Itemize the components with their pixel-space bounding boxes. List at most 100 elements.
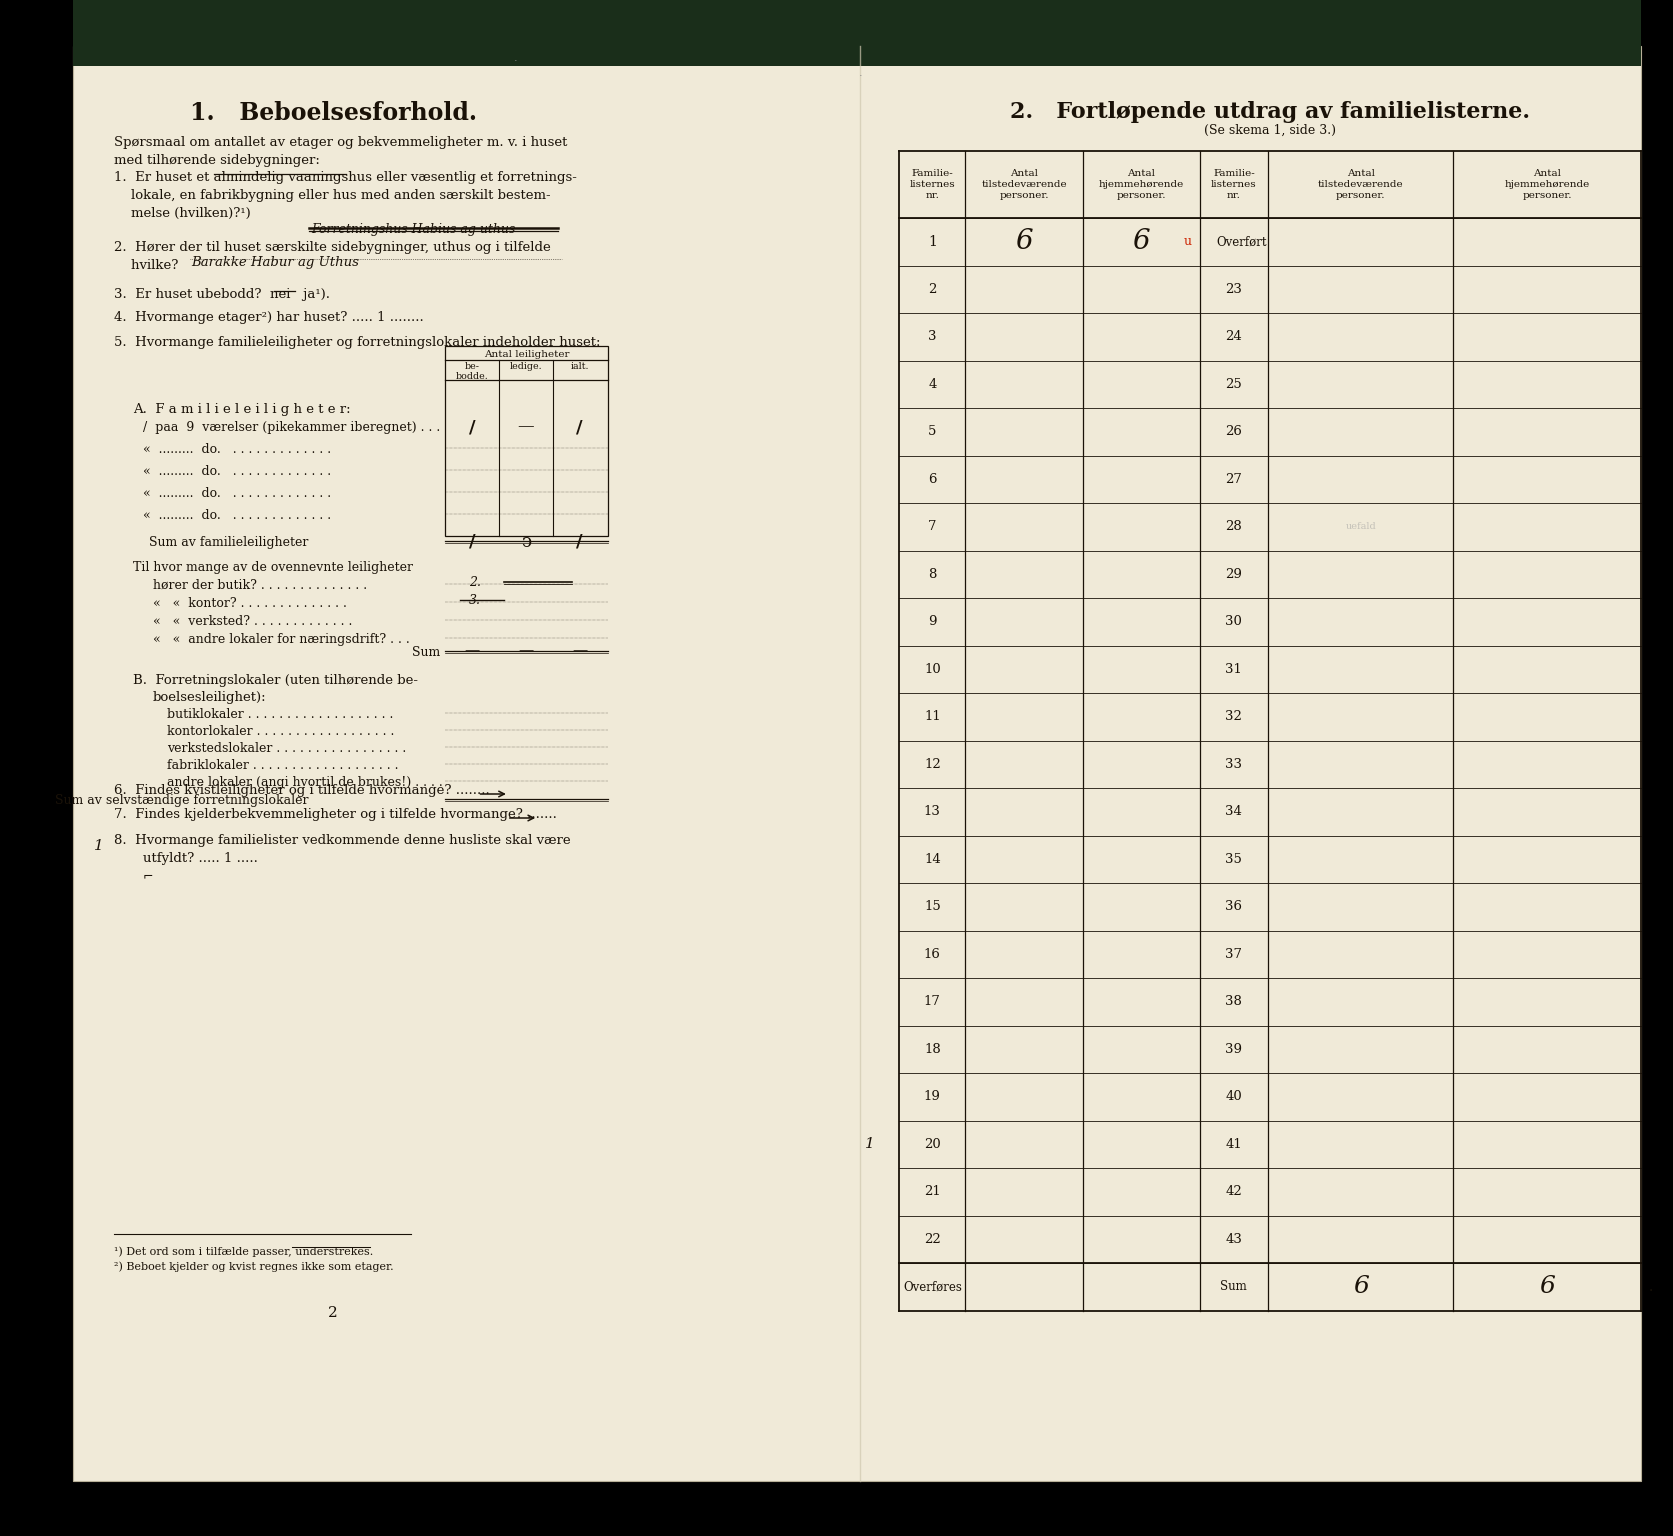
Text: Overføres: Overføres bbox=[903, 1279, 962, 1293]
Text: 2: 2 bbox=[328, 1306, 338, 1319]
Text: 25: 25 bbox=[1226, 378, 1243, 390]
Text: /  paa  9  værelser (pikekammer iberegnet) . . .: / paa 9 værelser (pikekammer iberegnet) … bbox=[142, 421, 440, 435]
Text: 2.  Hører der til huset særskilte sidebygninger, uthus og i tilfelde: 2. Hører der til huset særskilte sidebyg… bbox=[114, 241, 550, 253]
Text: 28: 28 bbox=[1226, 521, 1243, 533]
Text: 41: 41 bbox=[1226, 1138, 1243, 1150]
Text: 1: 1 bbox=[865, 1137, 875, 1152]
Text: 37: 37 bbox=[1225, 948, 1243, 960]
Text: —: — bbox=[517, 418, 534, 435]
Text: 1: 1 bbox=[929, 235, 937, 249]
Text: ledige.: ledige. bbox=[510, 362, 542, 372]
Text: fabriklokaler . . . . . . . . . . . . . . . . . . .: fabriklokaler . . . . . . . . . . . . . … bbox=[167, 759, 398, 773]
Text: ialt.: ialt. bbox=[570, 362, 589, 372]
Text: A.  F a m i l i e l e i l i g h e t e r:: A. F a m i l i e l e i l i g h e t e r: bbox=[134, 402, 351, 416]
Text: «  .........  do.   . . . . . . . . . . . . .: « ......... do. . . . . . . . . . . . . … bbox=[142, 487, 331, 501]
Text: ·: · bbox=[858, 71, 862, 81]
Text: 21: 21 bbox=[923, 1186, 940, 1198]
Text: 2.   Fortløpende utdrag av familielisterne.: 2. Fortløpende utdrag av familielisterne… bbox=[1010, 101, 1531, 123]
Text: «  .........  do.   . . . . . . . . . . . . .: « ......... do. . . . . . . . . . . . . … bbox=[142, 442, 331, 456]
Text: 8.  Hvormange familielister vedkommende denne husliste skal være: 8. Hvormange familielister vedkommende d… bbox=[114, 834, 570, 846]
Text: 27: 27 bbox=[1225, 473, 1243, 485]
Text: —: — bbox=[572, 644, 587, 657]
Text: 39: 39 bbox=[1225, 1043, 1243, 1055]
Text: Barakke Habur ag Uthus: Barakke Habur ag Uthus bbox=[192, 257, 360, 269]
Text: 14: 14 bbox=[923, 852, 940, 866]
Text: 34: 34 bbox=[1225, 805, 1243, 819]
Text: Antal
tilstedeværende
personer.: Antal tilstedeværende personer. bbox=[982, 169, 1067, 200]
Text: «  .........  do.   . . . . . . . . . . . . .: « ......... do. . . . . . . . . . . . . … bbox=[142, 465, 331, 478]
Text: /: / bbox=[576, 418, 582, 436]
Text: 6: 6 bbox=[1353, 1275, 1369, 1298]
Text: 3: 3 bbox=[929, 330, 937, 343]
Text: Overført: Overført bbox=[1216, 235, 1266, 249]
Text: 7: 7 bbox=[929, 521, 937, 533]
Text: ²) Beboet kjelder og kvist regnes ikke som etager.: ²) Beboet kjelder og kvist regnes ikke s… bbox=[114, 1261, 393, 1272]
Text: 17: 17 bbox=[923, 995, 940, 1008]
Text: 6.  Findes kvistleiligheter og i tilfelde hvormange? ........: 6. Findes kvistleiligheter og i tilfelde… bbox=[114, 783, 489, 797]
Text: 7.  Findes kjelderbekvemmeligheter og i tilfelde hvormange? .......: 7. Findes kjelderbekvemmeligheter og i t… bbox=[114, 808, 557, 822]
Text: 2: 2 bbox=[929, 283, 937, 296]
Text: butiklokaler . . . . . . . . . . . . . . . . . . .: butiklokaler . . . . . . . . . . . . . .… bbox=[167, 708, 393, 720]
Text: 12: 12 bbox=[923, 757, 940, 771]
Text: 18: 18 bbox=[923, 1043, 940, 1055]
Text: utfyldt? ..... 1 .....: utfyldt? ..... 1 ..... bbox=[142, 852, 258, 865]
Text: 5: 5 bbox=[929, 425, 937, 438]
Text: 35: 35 bbox=[1225, 852, 1243, 866]
Text: 4.  Hvormange etager²) har huset? ..... 1 ........: 4. Hvormange etager²) har huset? ..... 1… bbox=[114, 310, 423, 324]
Text: Spørsmaal om antallet av etager og bekvemmeligheter m. v. i huset: Spørsmaal om antallet av etager og bekve… bbox=[114, 137, 567, 149]
Text: Sum av selvstændige forretningslokaler: Sum av selvstændige forretningslokaler bbox=[55, 794, 310, 806]
Text: Forretningshus Habius ag uthus: Forretningshus Habius ag uthus bbox=[311, 223, 515, 237]
Text: 19: 19 bbox=[923, 1091, 940, 1103]
Text: Antal
hjemmehørende
personer.: Antal hjemmehørende personer. bbox=[1504, 169, 1589, 200]
Text: 10: 10 bbox=[923, 662, 940, 676]
Text: 1: 1 bbox=[94, 839, 104, 852]
Text: andre lokaler (angi hvortil de brukes!) . . . .: andre lokaler (angi hvortil de brukes!) … bbox=[167, 776, 443, 790]
Text: 6: 6 bbox=[1133, 229, 1149, 255]
Text: —: — bbox=[519, 644, 534, 657]
Text: «  .........  do.   . . . . . . . . . . . . .: « ......... do. . . . . . . . . . . . . … bbox=[142, 508, 331, 522]
Text: 26: 26 bbox=[1225, 425, 1243, 438]
Text: be-
bodde.: be- bodde. bbox=[455, 362, 489, 381]
Text: verkstedslokaler . . . . . . . . . . . . . . . . .: verkstedslokaler . . . . . . . . . . . .… bbox=[167, 742, 407, 756]
Text: 33: 33 bbox=[1225, 757, 1243, 771]
Text: 2.: 2. bbox=[468, 576, 482, 588]
Text: ¹) Det ord som i tilfælde passer, understrekes.: ¹) Det ord som i tilfælde passer, unders… bbox=[114, 1246, 373, 1256]
Text: 36: 36 bbox=[1225, 900, 1243, 914]
Text: kontorlokaler . . . . . . . . . . . . . . . . . .: kontorlokaler . . . . . . . . . . . . . … bbox=[167, 725, 395, 737]
Text: 24: 24 bbox=[1226, 330, 1243, 343]
Bar bbox=[72, 0, 1641, 66]
Bar bbox=[445, 346, 609, 536]
Text: ⌐: ⌐ bbox=[142, 869, 154, 882]
Text: 13: 13 bbox=[923, 805, 940, 819]
Text: hører der butik? . . . . . . . . . . . . . .: hører der butik? . . . . . . . . . . . .… bbox=[152, 579, 366, 591]
Text: —: — bbox=[465, 644, 480, 657]
Text: Antal leiligheter: Antal leiligheter bbox=[483, 350, 569, 359]
Text: 5.  Hvormange familieleiligheter og forretningslokaler indeholder huset:: 5. Hvormange familieleiligheter og forre… bbox=[114, 336, 601, 349]
Text: ↄ: ↄ bbox=[520, 533, 530, 551]
Text: 23: 23 bbox=[1225, 283, 1243, 296]
Text: 1.   Beboelsesforhold.: 1. Beboelsesforhold. bbox=[189, 101, 477, 124]
Text: «   «  andre lokaler for næringsdrift? . . .: « « andre lokaler for næringsdrift? . . … bbox=[152, 633, 410, 647]
Text: 11: 11 bbox=[923, 710, 940, 723]
Text: 8: 8 bbox=[929, 568, 937, 581]
Text: B.  Forretningslokaler (uten tilhørende be-: B. Forretningslokaler (uten tilhørende b… bbox=[134, 674, 418, 687]
Text: /: / bbox=[468, 418, 475, 436]
Text: (Se skema 1, side 3.): (Se skema 1, side 3.) bbox=[1205, 124, 1337, 137]
Text: /: / bbox=[576, 533, 582, 551]
Text: melse (hvilken)?¹): melse (hvilken)?¹) bbox=[114, 207, 251, 220]
Text: 31: 31 bbox=[1225, 662, 1243, 676]
Text: Antal
tilstedeværende
personer.: Antal tilstedeværende personer. bbox=[1318, 169, 1404, 200]
Text: u: u bbox=[1184, 235, 1191, 249]
Text: 6: 6 bbox=[1539, 1275, 1554, 1298]
Text: 6: 6 bbox=[1016, 229, 1032, 255]
Text: 3.: 3. bbox=[468, 594, 482, 607]
Text: 29: 29 bbox=[1225, 568, 1243, 581]
Text: Sum: Sum bbox=[412, 647, 440, 659]
Text: 20: 20 bbox=[923, 1138, 940, 1150]
Text: 16: 16 bbox=[923, 948, 940, 960]
Text: ·: · bbox=[514, 55, 517, 66]
Text: 30: 30 bbox=[1225, 616, 1243, 628]
Text: Antal
hjemmehørende
personer.: Antal hjemmehørende personer. bbox=[1099, 169, 1184, 200]
Text: Sum: Sum bbox=[1221, 1279, 1248, 1293]
Text: Til hvor mange av de ovennevnte leiligheter: Til hvor mange av de ovennevnte leilighe… bbox=[134, 561, 413, 574]
